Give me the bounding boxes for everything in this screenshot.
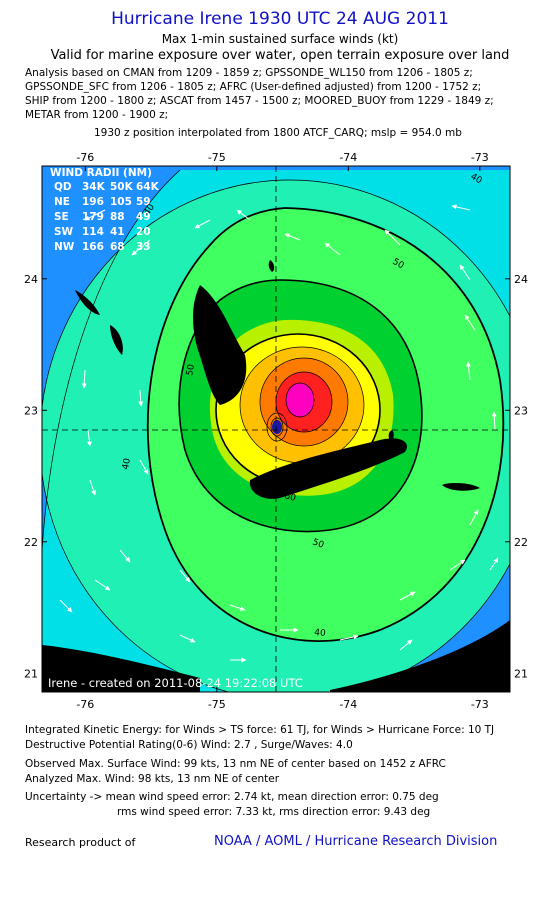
- observed-wind-line: Observed Max. Surface Wind: 99 kts, 13 n…: [25, 758, 446, 770]
- ike-line: Integrated Kinetic Energy: for Winds > T…: [25, 724, 495, 736]
- latitude-tick-label: 21: [514, 667, 528, 680]
- longitude-tick-label: -74: [339, 698, 357, 710]
- longitude-tick-label: -73: [471, 151, 489, 164]
- wind-radii-cell: 114: [82, 226, 104, 238]
- landmass-island: [110, 325, 123, 355]
- landmass-island: [193, 285, 247, 405]
- footer-organization[interactable]: NOAA / AOML / Hurricane Research Divisio…: [214, 834, 498, 849]
- wind-band-96kt: [286, 383, 314, 417]
- hurricane-eye: [272, 420, 282, 434]
- latitude-ticks-right: 24 23 22 21: [505, 273, 528, 680]
- contour-label: 60: [283, 491, 297, 504]
- landmass-island: [388, 430, 394, 442]
- landmass-island: [249, 438, 408, 499]
- contour-label: 50: [311, 537, 325, 550]
- analysis-line: METAR from 1200 - 1900 z;: [25, 109, 169, 121]
- wind-field: [42, 166, 510, 692]
- wind-radii-cell: 68: [110, 241, 125, 253]
- wind-radii-cell: 41: [110, 226, 125, 238]
- wind-radii-cell: 49: [136, 211, 151, 223]
- longitude-tick-label: -76: [76, 151, 94, 164]
- contour-label: 50: [185, 363, 197, 376]
- contour-label: 40: [314, 628, 327, 639]
- footer-label: Research product of: [25, 836, 136, 849]
- analysis-line: Analysis based on CMAN from 1209 - 1859 …: [25, 67, 473, 79]
- map-credit: Irene - created on 2011-08-24 19:22:08 U…: [48, 676, 303, 690]
- wind-radii-title: WIND RADII (NM): [50, 167, 152, 179]
- longitude-tick-label: -74: [339, 151, 357, 164]
- uncertainty-line: Uncertainty -> mean wind speed error: 2.…: [25, 791, 439, 803]
- wind-radii-cell: 105: [110, 196, 132, 208]
- longitude-tick-label: -76: [76, 698, 94, 710]
- page-title: Hurricane Irene 1930 UTC 24 AUG 2011: [111, 9, 449, 29]
- wind-radii-table: WIND RADII (NM) QD 34K 50K 64K NE 196 105 59 SE 1…: [50, 167, 160, 253]
- wind-radii-cell: NE: [54, 196, 70, 208]
- analysis-line: GPSSONDE_SFC from 1206 - 1805 z; AFRC (U…: [25, 81, 482, 93]
- analysis-line: SHIP from 1200 - 1800 z; ASCAT from 1457…: [25, 95, 494, 107]
- latitude-tick-label: 22: [514, 536, 528, 549]
- landmass-coast: [42, 645, 200, 692]
- wind-radii-cell: SE: [54, 211, 69, 223]
- latitude-ticks-left: 24 23 22 21: [24, 273, 47, 680]
- latitude-tick-label: 23: [514, 404, 528, 417]
- landmass-island: [442, 483, 480, 491]
- wind-radii-cell: SW: [54, 226, 74, 238]
- contour-label: 40: [121, 457, 133, 470]
- wind-radii-cell: 33: [136, 241, 151, 253]
- wind-radii-cell: 88: [110, 211, 125, 223]
- coastlines: [42, 260, 510, 692]
- latitude-tick-label: 21: [24, 667, 38, 680]
- wind-radii-header: 64K: [136, 181, 160, 193]
- wind-radii-cell: 196: [82, 196, 104, 208]
- wind-radii-cell: 179: [82, 211, 104, 223]
- wind-radii-cell: NW: [54, 241, 75, 253]
- landmass-island: [75, 290, 100, 315]
- longitude-ticks-bottom: -76 -75 -74 -73: [76, 687, 489, 710]
- dpr-line: Destructive Potential Rating(0-6) Wind: …: [25, 739, 353, 751]
- landmass-coast: [330, 620, 510, 692]
- wind-radii-header: QD: [54, 181, 72, 193]
- contour-labels: 40 40 40 50 50 50 60 40 30: [121, 172, 496, 672]
- uncertainty-rms-line: rms wind speed error: 7.33 kt, rms direc…: [117, 806, 431, 818]
- wind-radii-cells: QD 34K 50K 64K NE 196 105 59 SE 179 88 49 SW 114 41 20 N…: [54, 181, 160, 253]
- latitude-tick-label: 24: [514, 273, 528, 286]
- interpolation-note: 1930 z position interpolated from 1800 A…: [94, 127, 462, 139]
- subtitle: Max 1-min sustained surface winds (kt): [161, 32, 399, 46]
- landmass-island: [204, 298, 213, 306]
- longitude-tick-label: -73: [471, 698, 489, 710]
- wind-radii-cell: 20: [136, 226, 151, 238]
- latitude-tick-label: 24: [24, 273, 38, 286]
- wind-radii-header: 34K: [82, 181, 106, 193]
- longitude-tick-label: -75: [208, 698, 226, 710]
- wind-radii-header: 50K: [110, 181, 134, 193]
- wind-radii-cell: 59: [136, 196, 151, 208]
- landmass-island: [268, 260, 275, 272]
- wind-radii-cell: 166: [82, 241, 104, 253]
- latitude-tick-label: 22: [24, 536, 38, 549]
- latitude-tick-label: 23: [24, 404, 38, 417]
- longitude-tick-label: -75: [208, 151, 226, 164]
- longitude-ticks-top: -76 -75 -74 -73: [76, 151, 489, 171]
- validity-note: Valid for marine exposure over water, op…: [50, 48, 510, 63]
- wind-vectors: [59, 204, 499, 663]
- analyzed-wind-line: Analyzed Max. Wind: 98 kts, 13 nm NE of …: [25, 773, 280, 785]
